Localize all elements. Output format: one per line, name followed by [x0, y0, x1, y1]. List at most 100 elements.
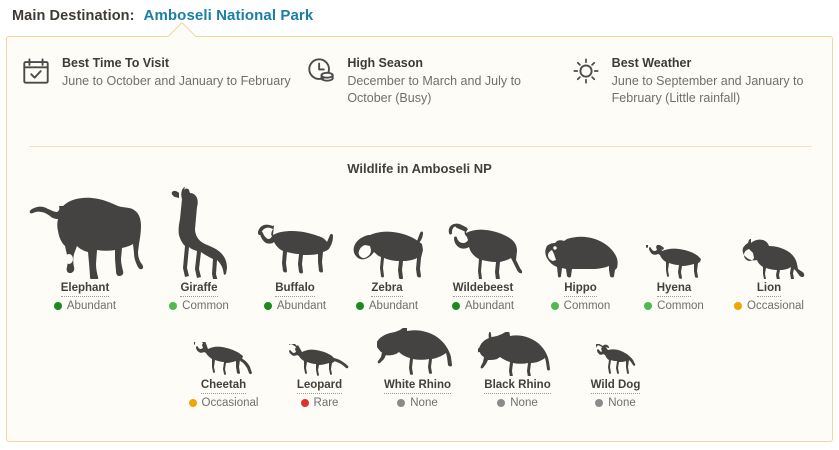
white-rhino-silhouette [368, 328, 468, 376]
sun-icon [571, 56, 601, 86]
status-dot [169, 302, 178, 310]
leopard-silhouette [272, 328, 368, 376]
wildlife-item-cheetah[interactable]: Cheetah Occasional [176, 328, 272, 409]
wildlife-row: Elephant Abundant Giraffe Common [7, 187, 832, 312]
status-label: Abundant [368, 300, 419, 312]
zebra-silhouette [341, 187, 433, 279]
buffalo-silhouette [249, 187, 341, 279]
clock-coins-icon [306, 56, 336, 86]
hippo-silhouette [533, 187, 628, 279]
section-divider [29, 146, 812, 147]
fact-high-season: High Season December to March and July t… [292, 55, 556, 107]
status-dot [263, 302, 272, 310]
animal-status: None [397, 397, 438, 409]
wildebeest-silhouette [433, 187, 533, 279]
wildlife-row: Cheetah Occasional Leopard Rare [7, 328, 832, 409]
fact-title: Best Weather [611, 56, 692, 70]
status-dot [595, 399, 604, 407]
status-label: None [410, 397, 438, 409]
animal-name: Black Rhino [484, 379, 551, 394]
animal-status: Common [550, 300, 611, 312]
info-card: Best Time To Visit June to October and J… [6, 21, 833, 442]
animal-status: Abundant [355, 300, 419, 312]
animal-status: Common [644, 300, 704, 312]
calendar-check-icon [21, 56, 51, 86]
animal-name: Hippo [564, 282, 597, 297]
animal-status: Abundant [53, 300, 117, 312]
status-label: None [510, 397, 538, 409]
animal-name: Hyena [656, 282, 692, 297]
status-dot [644, 302, 653, 310]
fact-title: Best Time To Visit [62, 56, 169, 70]
status-dot [550, 302, 559, 310]
animal-status: None [595, 397, 636, 409]
travel-facts-row: Best Time To Visit June to October and J… [7, 37, 832, 107]
status-label: Common [563, 300, 611, 312]
status-label: Abundant [276, 300, 327, 312]
main-destination-label: Main Destination: [12, 8, 135, 24]
wildlife-item-buffalo[interactable]: Buffalo Abundant [249, 187, 341, 312]
status-dot [497, 399, 506, 407]
status-label: Common [657, 300, 704, 312]
fact-title: High Season [347, 56, 424, 70]
giraffe-silhouette [149, 187, 249, 279]
wildlife-item-hyena[interactable]: Hyena Common [628, 187, 720, 312]
wild-dog-silhouette [568, 328, 664, 376]
wildlife-item-hippo[interactable]: Hippo Common [533, 187, 628, 312]
animal-status: None [497, 397, 538, 409]
wildlife-item-elephant[interactable]: Elephant Abundant [21, 187, 149, 312]
animal-status: Abundant [451, 300, 515, 312]
status-dot [300, 399, 309, 407]
animal-status: Abundant [263, 300, 327, 312]
fact-best-time-to-visit: Best Time To Visit June to October and J… [7, 55, 292, 107]
wildlife-item-wild-dog[interactable]: Wild Dog None [568, 328, 664, 409]
status-label: Common [182, 300, 229, 312]
animal-name: Buffalo [275, 282, 315, 297]
status-label: Abundant [66, 300, 117, 312]
status-label: Occasional [201, 397, 259, 409]
status-dot [451, 302, 460, 310]
status-label: None [608, 397, 636, 409]
animal-status: Occasional [188, 397, 259, 409]
status-dot [734, 302, 743, 310]
animal-status: Rare [300, 397, 339, 409]
wildlife-item-lion[interactable]: Lion Occasional [720, 187, 818, 312]
animal-name: Zebra [371, 282, 403, 297]
lion-silhouette [720, 187, 818, 279]
wildlife-item-giraffe[interactable]: Giraffe Common [149, 187, 249, 312]
fact-desc: June to October and January to February [62, 74, 291, 88]
elephant-silhouette [21, 187, 149, 279]
destination-header: Main Destination: Amboseli National Park [0, 0, 839, 30]
animal-status: Occasional [734, 300, 804, 312]
status-label: Occasional [747, 300, 804, 312]
wildlife-item-leopard[interactable]: Leopard Rare [272, 328, 368, 409]
wildlife-item-zebra[interactable]: Zebra Abundant [341, 187, 433, 312]
fact-desc: December to March and July to October (B… [347, 74, 522, 105]
status-dot [53, 302, 62, 310]
fact-best-weather: Best Weather June to September and Janua… [557, 55, 832, 107]
wildlife-item-white-rhino[interactable]: White Rhino None [368, 328, 468, 409]
fact-desc: June to September and January to Februar… [611, 74, 804, 105]
animal-name: Elephant [60, 282, 110, 297]
wildlife-item-black-rhino[interactable]: Black Rhino None [468, 328, 568, 409]
status-dot [188, 399, 197, 407]
status-dot [397, 399, 406, 407]
animal-status: Common [169, 300, 229, 312]
animal-name: Leopard [296, 379, 343, 394]
wildlife-grid: Elephant Abundant Giraffe Common [7, 187, 832, 409]
status-dot [355, 302, 364, 310]
wildlife-section-title: Wildlife in Amboseli NP [347, 161, 492, 176]
animal-name: White Rhino [383, 379, 452, 394]
animal-name: Lion [756, 282, 782, 297]
animal-name: Cheetah [200, 379, 247, 394]
destination-name-link[interactable]: Amboseli National Park [143, 7, 314, 24]
wildlife-item-wildebeest[interactable]: Wildebeest Abundant [433, 187, 533, 312]
animal-name: Wild Dog [590, 379, 641, 394]
status-label: Abundant [464, 300, 515, 312]
status-label: Rare [313, 397, 339, 409]
hyena-silhouette [628, 187, 720, 279]
black-rhino-silhouette [468, 328, 568, 376]
cheetah-silhouette [176, 328, 272, 376]
animal-name: Wildebeest [452, 282, 514, 297]
